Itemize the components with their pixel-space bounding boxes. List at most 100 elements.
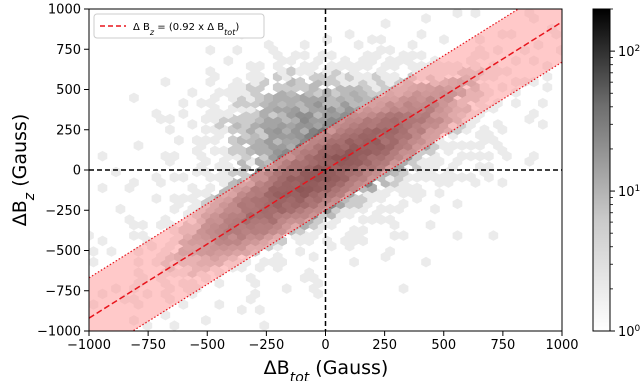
hexbin-cell bbox=[237, 304, 247, 316]
hexbin-cell bbox=[511, 97, 521, 109]
hexbin-cell bbox=[376, 44, 386, 56]
hexbin-cell bbox=[362, 71, 373, 82]
hexbin-cell bbox=[160, 150, 171, 162]
x-tick-label: 1000 bbox=[545, 338, 578, 353]
hexbin-cell bbox=[376, 203, 386, 215]
hexbin-cell bbox=[416, 29, 427, 40]
x-axis-label: ΔBtot (Gauss) bbox=[264, 357, 389, 381]
x-tick-label: 500 bbox=[431, 338, 456, 353]
y-tick-label: −500 bbox=[45, 244, 81, 259]
hexbin-cell bbox=[376, 34, 386, 45]
hexbin-cell bbox=[89, 246, 99, 257]
hexbin-cell bbox=[165, 113, 175, 125]
hexbin-cell bbox=[192, 135, 202, 146]
hexbin-cell bbox=[497, 177, 508, 188]
hexbin-cell bbox=[151, 172, 162, 183]
hexbin-cell bbox=[439, 34, 449, 45]
x-tick-label: 0 bbox=[321, 338, 329, 353]
hexbin-cell bbox=[349, 225, 359, 236]
hexbin-cell bbox=[115, 203, 126, 215]
hexbin-cell bbox=[124, 214, 135, 225]
hexbin-cell bbox=[299, 50, 310, 61]
hexbin-cell bbox=[89, 256, 99, 268]
hexbin-cell bbox=[385, 55, 395, 67]
hexbin-cell bbox=[129, 177, 139, 188]
x-tick-label: −250 bbox=[249, 338, 285, 353]
hexbin-cell bbox=[484, 150, 494, 162]
hexbin-cell bbox=[326, 50, 337, 61]
hexbin-cell bbox=[205, 66, 216, 77]
hexbin-cell bbox=[281, 283, 292, 294]
hexbin-cell bbox=[165, 124, 175, 135]
hexbin-cell bbox=[452, 9, 463, 19]
hexbin-cell bbox=[412, 182, 422, 194]
hexbin-cell bbox=[214, 87, 225, 98]
y-tick-label: −750 bbox=[45, 284, 81, 299]
hexbin-cell bbox=[389, 71, 400, 82]
hexbin-cell bbox=[367, 34, 377, 45]
y-axis-ticks: −1000 −750 −500 −250 0 250 500 750 1000 bbox=[37, 3, 89, 340]
hexbin-cell bbox=[385, 44, 395, 56]
hexbin-cell bbox=[214, 278, 225, 289]
hexbin-cell bbox=[254, 60, 265, 72]
hexbin-cell bbox=[169, 320, 180, 331]
colorbar-tick-label: 101 bbox=[618, 184, 640, 200]
hexbin-cell bbox=[326, 60, 337, 72]
hexbin-cell bbox=[245, 60, 256, 72]
hexbin-cell bbox=[160, 76, 171, 88]
hexbin-cell bbox=[187, 182, 198, 194]
hexbin-cell bbox=[169, 150, 180, 162]
hexbin-cell bbox=[178, 97, 189, 109]
hexbin-cell bbox=[475, 150, 485, 162]
fit-overlay bbox=[89, 9, 562, 331]
x-axis-ticks: −1000 −750 −500 −250 0 250 500 750 1000 bbox=[67, 331, 579, 353]
hexbin-cell bbox=[493, 119, 503, 130]
hexbin-cell bbox=[187, 87, 198, 98]
hexbin-cell bbox=[529, 150, 539, 162]
hexbin-cell bbox=[322, 235, 332, 247]
y-tick-label: −250 bbox=[45, 204, 81, 219]
hexbin-cell bbox=[219, 145, 229, 157]
hexbin-cell bbox=[538, 97, 548, 109]
colorbar-tick-label: 100 bbox=[618, 324, 641, 340]
hexbin-cell bbox=[263, 39, 274, 51]
colorbar-tick-label: 102 bbox=[618, 44, 640, 60]
hexbin-cell bbox=[254, 304, 265, 316]
hexbin-cell bbox=[129, 92, 139, 104]
hexbin-cell bbox=[299, 60, 310, 72]
y-axis-label: ΔBz (Gauss) bbox=[9, 114, 38, 226]
hexbin-cell bbox=[398, 198, 409, 210]
hexbin-cell bbox=[430, 203, 440, 215]
hexbin-cell bbox=[421, 13, 431, 24]
hexbin-cell bbox=[151, 193, 162, 204]
hexbin-cell bbox=[479, 124, 490, 135]
hexbin-cell bbox=[407, 50, 418, 61]
hexbin-cell bbox=[488, 230, 499, 241]
hexbin-cell bbox=[452, 198, 463, 210]
x-tick-label: 250 bbox=[372, 338, 397, 353]
hexbin-cell bbox=[340, 55, 350, 67]
hexbin-cell bbox=[290, 50, 301, 61]
hexbin-cell bbox=[542, 71, 553, 82]
hexbin-cell bbox=[407, 39, 418, 51]
hexbin-cell bbox=[538, 119, 548, 130]
hexbin-cell bbox=[201, 124, 211, 135]
hexbin-cell bbox=[466, 150, 476, 162]
hexbin-cell bbox=[385, 214, 395, 225]
hexbin-cell bbox=[178, 193, 189, 204]
hexbin-cell bbox=[205, 182, 216, 194]
hexbin-cell bbox=[210, 145, 220, 157]
hexbin-cell bbox=[138, 230, 148, 241]
hexbin-cell bbox=[201, 135, 211, 146]
hexbin-cell bbox=[358, 225, 368, 236]
hexbin-cell bbox=[174, 135, 184, 146]
hexbin-cell bbox=[353, 39, 364, 51]
hexbin-cell bbox=[457, 172, 467, 183]
hexbin-cell bbox=[178, 108, 189, 120]
hexbin-cell bbox=[151, 108, 162, 120]
colorbar-gradient bbox=[592, 8, 611, 332]
hexbin-cell bbox=[466, 172, 476, 183]
hexbin-cell bbox=[228, 135, 238, 146]
y-tick-label: 500 bbox=[56, 83, 81, 98]
